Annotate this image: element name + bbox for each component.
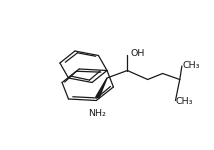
Text: OH: OH (131, 49, 145, 58)
Text: CH₃: CH₃ (175, 98, 193, 106)
Text: CH₃: CH₃ (183, 61, 201, 70)
Text: NH₂: NH₂ (88, 110, 106, 118)
Polygon shape (96, 78, 107, 98)
